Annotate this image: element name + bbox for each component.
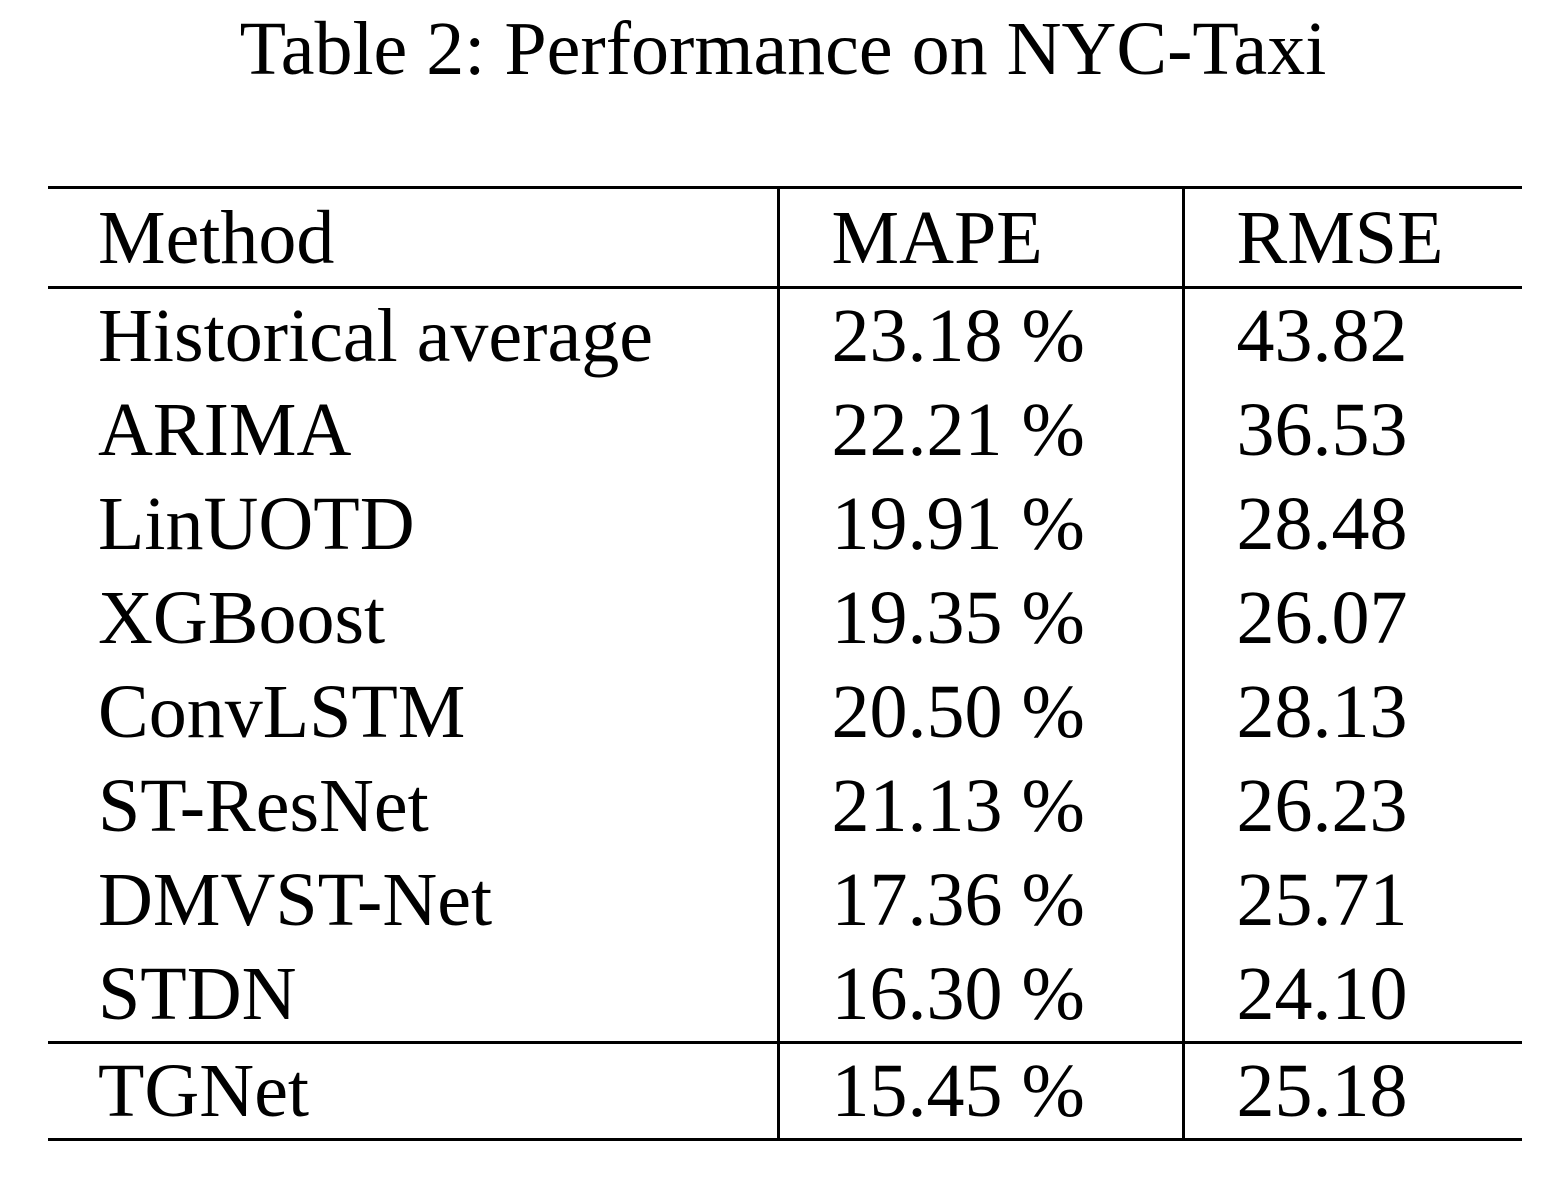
method-cell: Historical average — [48, 287, 780, 383]
method-cell: ST-ResNet — [48, 759, 780, 853]
header-mape: MAPE — [778, 186, 1185, 289]
rmse-cell: 25.18 — [1183, 1041, 1522, 1141]
method-cell: LinUOTD — [48, 477, 780, 571]
method-cell: STDN — [48, 947, 780, 1043]
header-rmse: RMSE — [1183, 186, 1522, 289]
method-cell: TGNet — [48, 1041, 780, 1141]
method-cell: ConvLSTM — [48, 665, 780, 759]
mape-cell: 23.18 % — [778, 287, 1185, 383]
rmse-cell: 25.71 — [1236, 858, 1408, 942]
table-row: LinUOTD 19.91 % 28.48 — [48, 477, 1522, 571]
rmse-cell: 26.23 — [1236, 764, 1408, 848]
results-table: Method MAPE RMSE Historical average 23.1… — [48, 186, 1522, 1141]
table-row: XGBoost 19.35 % 26.07 — [48, 571, 1522, 665]
method-cell: DMVST-Net — [48, 853, 780, 947]
table-row-proposed: TGNet 15.45 % 25.18 — [48, 1041, 1522, 1141]
mape-cell-best: 15.45 % — [778, 1041, 1185, 1141]
rmse-cell: 26.07 — [1236, 576, 1408, 660]
method-cell: ARIMA — [48, 383, 780, 477]
rmse-cell: 28.13 — [1236, 670, 1408, 754]
mape-cell: 19.91 % — [778, 477, 1185, 571]
table-row: ARIMA 22.21 % 36.53 — [48, 383, 1522, 477]
header-row: Method MAPE RMSE — [48, 186, 1522, 289]
table-row: ConvLSTM 20.50 % 28.13 — [48, 665, 1522, 759]
mape-cell: 22.21 % — [778, 383, 1185, 477]
table-row: ST-ResNet 21.13 % 26.23 — [48, 759, 1522, 853]
mape-cell: 21.13 % — [778, 759, 1185, 853]
table-row: DMVST-Net 17.36 % 25.71 — [48, 853, 1522, 947]
table-row: STDN 16.30 % 24.10 — [48, 947, 1522, 1043]
rmse-cell: 43.82 — [1236, 294, 1408, 378]
mape-cell: 16.30 % — [778, 947, 1185, 1043]
mape-cell: 19.35 % — [778, 571, 1185, 665]
method-cell: XGBoost — [48, 571, 780, 665]
table-row: Historical average 23.18 % 43.82 — [48, 287, 1522, 383]
header-method: Method — [48, 186, 780, 289]
results-table-container: Method MAPE RMSE Historical average 23.1… — [48, 186, 1522, 1141]
rmse-cell: 28.48 — [1236, 482, 1408, 566]
table-caption: Table 2: Performance on NYC-Taxi — [239, 7, 1327, 91]
mape-cell: 20.50 % — [778, 665, 1185, 759]
rmse-cell: 36.53 — [1236, 388, 1408, 472]
mape-cell: 17.36 % — [778, 853, 1185, 947]
rmse-cell-best: 24.10 — [1236, 952, 1408, 1036]
